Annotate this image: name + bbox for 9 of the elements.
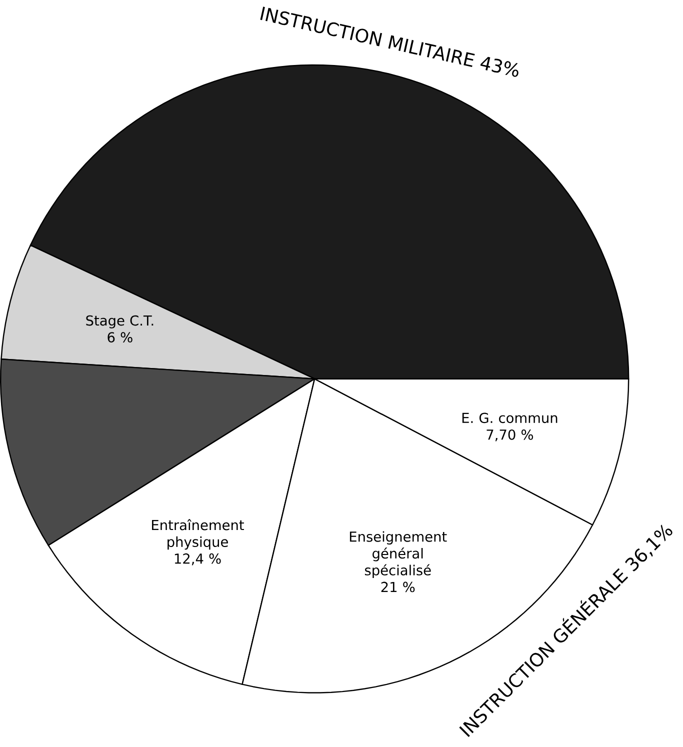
data-label: 12,4 % xyxy=(175,553,221,566)
slice-label: Stage C.T. xyxy=(86,315,154,328)
slice-label: Enseignement général spécialisé xyxy=(350,531,447,578)
data-label: 7,70 % xyxy=(486,429,534,442)
slice-label: E. G. commun xyxy=(462,412,558,424)
data-label: 6 % xyxy=(108,332,132,342)
data-label: 43% xyxy=(480,56,518,77)
slice-label: Entraînement physique xyxy=(152,519,244,550)
data-label: 21 % xyxy=(381,582,415,592)
